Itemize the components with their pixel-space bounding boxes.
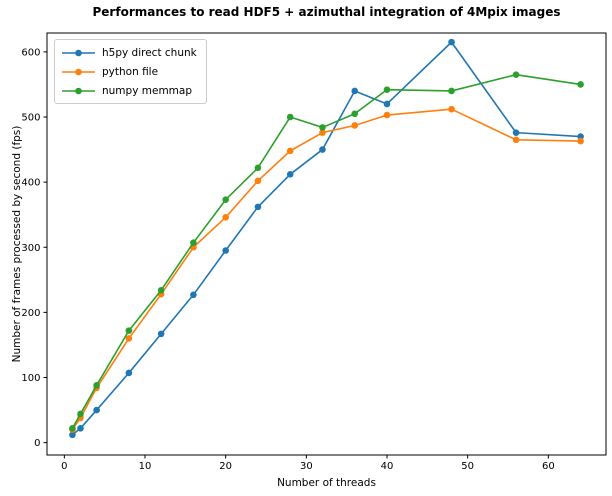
chart-title: Performances to read HDF5 + azimuthal in… [92, 5, 561, 19]
data-point-h5py-direct-chunk [351, 87, 359, 95]
legend-marker-icon [62, 87, 95, 94]
data-point-h5py-direct-chunk [319, 146, 326, 153]
data-point-numpy-memmap [286, 113, 294, 121]
data-point-python-file [383, 111, 391, 119]
data-point-python-file [319, 129, 326, 136]
x-tick-label: 60 [542, 461, 555, 472]
plot-frame [46, 32, 607, 456]
data-point-h5py-direct-chunk [512, 129, 520, 136]
data-point-h5py-direct-chunk [222, 247, 229, 254]
legend-label: python file [102, 65, 159, 78]
series-line-numpy-memmap [71, 73, 581, 429]
x-tick-label: 30 [300, 461, 313, 472]
x-tick-label: 40 [381, 461, 394, 472]
data-point-numpy-memmap [222, 196, 229, 204]
legend-marker-icon [62, 49, 95, 56]
y-tick-label: 400 [21, 178, 40, 189]
y-tick-label: 500 [21, 113, 40, 124]
data-point-h5py-direct-chunk [93, 406, 100, 414]
x-tick-label: 10 [139, 461, 152, 472]
data-point-h5py-direct-chunk [125, 369, 133, 377]
x-tick-label: 50 [461, 461, 474, 472]
data-point-h5py-direct-chunk [190, 291, 197, 299]
data-point-h5py-direct-chunk [69, 431, 76, 439]
legend-marker-icon [62, 68, 95, 75]
data-point-python-file [254, 177, 262, 185]
data-point-numpy-memmap [69, 424, 76, 432]
legend: h5py direct chunk python file numpy memmap [54, 39, 207, 104]
data-point-h5py-direct-chunk [286, 171, 294, 178]
y-tick-label: 600 [21, 47, 40, 58]
data-point-numpy-memmap [351, 110, 359, 118]
data-point-h5py-direct-chunk [77, 424, 84, 432]
data-point-python-file [512, 136, 520, 144]
data-point-python-file [577, 137, 584, 145]
data-point-python-file [286, 147, 294, 155]
data-point-h5py-direct-chunk [157, 330, 165, 338]
data-point-python-file [448, 105, 455, 113]
legend-label: numpy memmap [102, 84, 192, 97]
data-point-numpy-memmap [125, 327, 133, 334]
data-point-h5py-direct-chunk [448, 38, 455, 46]
data-point-numpy-memmap [77, 410, 84, 418]
x-axis-label: Number of threads [277, 477, 376, 489]
data-point-numpy-memmap [383, 86, 391, 93]
legend-item-h5py-direct-chunk: h5py direct chunk [62, 45, 197, 60]
y-tick-label: 300 [21, 243, 40, 254]
data-point-numpy-memmap [254, 164, 262, 172]
data-point-numpy-memmap [512, 71, 520, 78]
legend-item-numpy-memmap: numpy memmap [62, 83, 197, 98]
data-point-python-file [222, 213, 229, 221]
data-point-numpy-memmap [93, 382, 100, 389]
y-tick-label: 0 [34, 438, 40, 449]
data-point-h5py-direct-chunk [577, 133, 584, 140]
data-point-python-file [351, 122, 359, 129]
legend-item-python-file: python file [62, 64, 197, 79]
data-point-h5py-direct-chunk [383, 100, 391, 108]
x-tick-label: 20 [219, 461, 232, 472]
data-point-h5py-direct-chunk [254, 203, 262, 211]
legend-label: h5py direct chunk [102, 46, 197, 59]
data-point-numpy-memmap [319, 124, 326, 131]
x-tick-label: 0 [61, 461, 67, 472]
series-line-python-file [71, 108, 581, 431]
data-point-numpy-memmap [448, 87, 455, 95]
data-point-numpy-memmap [190, 239, 197, 246]
data-point-numpy-memmap [157, 286, 165, 294]
y-axis-label: Number of frames processed by second (fp… [11, 125, 23, 363]
y-tick-label: 200 [21, 308, 40, 319]
data-point-python-file [125, 335, 133, 342]
data-point-numpy-memmap [577, 81, 584, 88]
y-tick-label: 100 [21, 373, 40, 384]
